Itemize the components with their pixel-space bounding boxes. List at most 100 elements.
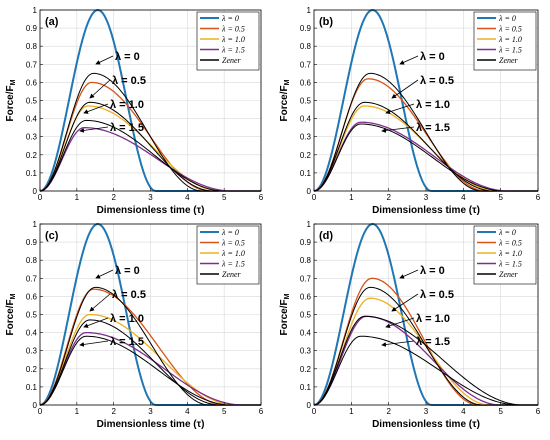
- y-tick-label: 0.7: [300, 60, 312, 69]
- y-tick-label: 0.9: [300, 238, 312, 247]
- y-tick-label: 0: [307, 187, 312, 196]
- y-tick-label: 1: [33, 220, 38, 229]
- y-tick-label: 0.4: [300, 329, 312, 338]
- legend-entry: λ = 0: [498, 14, 516, 23]
- chart-panel: 0 1 2 3 4 5 6 0 0.1 0.2 0.3 0.4 0.5 0.6 0.7 0.8 0.9 1 Dime…: [5, 220, 264, 430]
- panel-label: (c): [45, 230, 59, 242]
- y-tick-label: 0.6: [26, 78, 38, 87]
- legend-entry: λ = 1.5: [498, 46, 522, 55]
- x-tick-label: 0: [38, 407, 43, 416]
- series-line-zener: [313, 315, 538, 406]
- annotation-label: λ = 1.5: [110, 122, 144, 134]
- y-tick-label: 0.6: [300, 78, 312, 87]
- annotation-label: λ = 1.0: [110, 313, 144, 325]
- chart-panel: 0 1 2 3 4 5 6 0 0.1 0.2 0.3 0.4 0.5 0.6 0.7 0.8 0.9 1 Dime…: [279, 220, 541, 430]
- x-tick-label: 2: [111, 193, 116, 202]
- annotation-arrow: [391, 293, 419, 312]
- x-tick-label: 4: [185, 407, 190, 416]
- x-tick-label: 3: [424, 407, 429, 416]
- legend-entry: λ = 1.5: [221, 46, 245, 55]
- x-tick-label: 6: [259, 193, 264, 202]
- y-tick-label: 0.3: [300, 133, 312, 142]
- y-tick-label: 0.4: [300, 115, 312, 124]
- y-tick-label: 0.7: [300, 274, 312, 283]
- legend-entry: Zener: [222, 270, 242, 279]
- annotation-label: λ = 1.0: [416, 99, 450, 111]
- x-axis-label: Dimensionless time (τ): [372, 419, 480, 430]
- y-tick-label: 0.5: [26, 97, 38, 106]
- y-tick-label: 0.8: [300, 42, 312, 51]
- x-tick-label: 6: [536, 193, 541, 202]
- y-tick-label: 0.5: [26, 311, 38, 320]
- x-tick-label: 6: [259, 407, 264, 416]
- x-tick-label: 5: [222, 193, 227, 202]
- x-tick-label: 6: [536, 407, 541, 416]
- y-axis-label: Force/FM: [5, 79, 17, 121]
- legend-entry: Zener: [222, 56, 242, 65]
- annotation-label: λ = 0.5: [112, 289, 146, 301]
- y-tick-label: 0.4: [26, 329, 38, 338]
- legend-entry: λ = 1.5: [221, 260, 245, 269]
- y-tick-label: 0.6: [26, 292, 38, 301]
- annotation-label: λ = 1.5: [110, 336, 144, 348]
- annotation-label: λ = 1.0: [416, 313, 450, 325]
- y-tick-label: 1: [307, 220, 312, 229]
- x-tick-label: 1: [349, 193, 354, 202]
- y-axis-label: Force/FM: [5, 293, 17, 335]
- annotation-arrow: [83, 103, 109, 114]
- y-tick-label: 0.1: [300, 169, 312, 178]
- x-axis-label: Dimensionless time (τ): [97, 419, 205, 430]
- annotation-arrow: [79, 340, 109, 347]
- annotation-arrow: [89, 293, 111, 312]
- legend-entry: λ = 0.5: [498, 239, 522, 248]
- annotation-label: λ = 0: [115, 51, 140, 63]
- x-tick-label: 0: [312, 407, 317, 416]
- annotation-arrow: [83, 317, 109, 328]
- annotation-label: λ = 0.5: [420, 75, 454, 87]
- y-tick-label: 0.9: [26, 24, 38, 33]
- chart-panel: 0 1 2 3 4 5 6 0 0.1 0.2 0.3 0.4 0.5 0.6 0.7 0.8 0.9 1 Dime…: [279, 6, 541, 216]
- y-tick-label: 0: [33, 401, 38, 410]
- legend-entry: Zener: [499, 56, 519, 65]
- x-tick-label: 3: [424, 193, 429, 202]
- annotation-arrow: [95, 269, 114, 279]
- annotation-label: λ = 1.0: [110, 99, 144, 111]
- legend-entry: λ = 1.0: [498, 249, 522, 258]
- x-tick-label: 5: [222, 407, 227, 416]
- y-tick-label: 0.6: [300, 292, 312, 301]
- annotation-label: λ = 0.5: [112, 75, 146, 87]
- legend-entry: λ = 0: [498, 228, 516, 237]
- chart-panel: 0 1 2 3 4 5 6 0 0.1 0.2 0.3 0.4 0.5 0.6 0.7 0.8 0.9 1 Dime…: [5, 6, 264, 216]
- y-tick-label: 0.4: [26, 115, 38, 124]
- y-tick-label: 0.2: [300, 151, 312, 160]
- legend-entry: λ = 0.5: [221, 25, 245, 34]
- y-tick-label: 0.1: [26, 383, 38, 392]
- y-tick-label: 0.8: [300, 256, 312, 265]
- x-tick-label: 4: [185, 193, 190, 202]
- x-tick-label: 2: [111, 407, 116, 416]
- panel-label: (a): [45, 16, 59, 28]
- x-tick-label: 2: [386, 193, 391, 202]
- y-tick-label: 0.5: [300, 97, 312, 106]
- y-tick-label: 0: [33, 187, 38, 196]
- x-axis-label: Dimensionless time (τ): [372, 205, 480, 216]
- y-tick-label: 0.2: [300, 365, 312, 374]
- y-tick-label: 0.7: [26, 60, 38, 69]
- annotation-label: λ = 0: [420, 265, 445, 277]
- annotation-arrow: [95, 55, 114, 65]
- y-tick-label: 1: [307, 6, 312, 15]
- panel-label: (d): [319, 230, 333, 242]
- y-tick-label: 0.7: [26, 274, 38, 283]
- y-tick-label: 0.3: [26, 133, 38, 142]
- legend-entry: λ = 0.5: [498, 25, 522, 34]
- y-tick-label: 0.5: [300, 311, 312, 320]
- y-tick-label: 0.1: [300, 383, 312, 392]
- y-tick-label: 0.8: [26, 256, 38, 265]
- x-tick-label: 1: [349, 407, 354, 416]
- annotation-arrow: [381, 340, 415, 347]
- annotation-arrow: [385, 317, 415, 329]
